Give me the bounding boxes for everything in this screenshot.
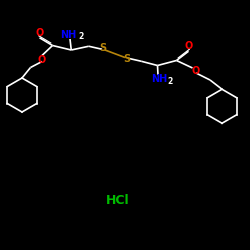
Text: O: O [185,41,193,51]
Text: O: O [38,55,46,65]
Text: HCl: HCl [106,194,129,206]
Text: 2: 2 [78,32,83,42]
Text: O: O [36,28,44,38]
Text: NH: NH [150,74,167,84]
Text: NH: NH [60,30,77,40]
Text: S: S [124,54,130,64]
Text: 2: 2 [168,77,173,86]
Text: S: S [100,43,106,53]
Text: O: O [192,66,200,76]
